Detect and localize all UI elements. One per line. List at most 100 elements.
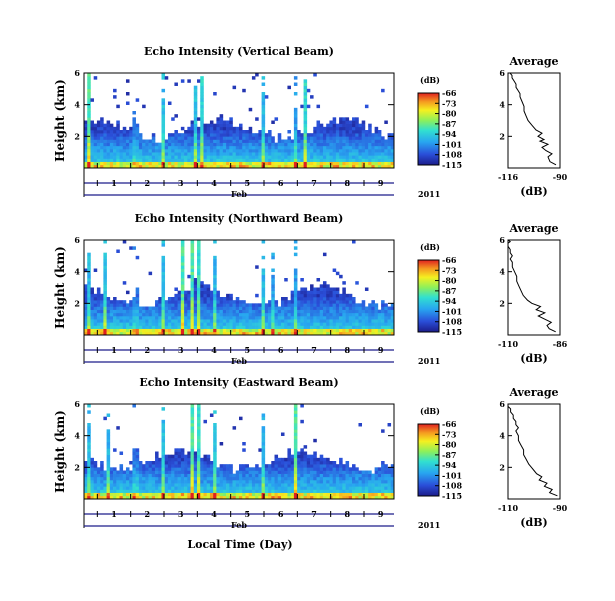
heatmap-cell [219, 306, 224, 310]
heatmap-cell [203, 316, 208, 320]
y-tick-label: 6 [74, 68, 80, 78]
heatmap-cell [132, 303, 136, 307]
heatmap-cell [293, 297, 298, 301]
heatmap-cell [193, 483, 198, 487]
heatmap-cell [277, 161, 282, 166]
heatmap-cell [371, 476, 375, 481]
heatmap-cell [229, 142, 233, 147]
heatmap-cell [364, 470, 369, 474]
heatmap-cell [261, 142, 266, 147]
heatmap-cell [184, 300, 188, 304]
heatmap-cell [284, 309, 288, 314]
heatmap-cell [371, 145, 375, 150]
heatmap-cell [326, 457, 330, 462]
heatmap-cell [261, 82, 266, 86]
heatmap-cell [313, 331, 317, 336]
heatmap-cell [213, 492, 217, 497]
heatmap-cell [261, 130, 266, 134]
heatmap-cell [226, 158, 230, 162]
heatmap-cell [122, 152, 127, 156]
heatmap-cell [322, 293, 327, 298]
heatmap-cell [93, 133, 98, 137]
heatmap-cell [251, 486, 256, 490]
heatmap-cell [235, 149, 240, 153]
heatmap-cell [197, 489, 201, 493]
heatmap-cell [232, 486, 237, 490]
heatmap-cell [93, 480, 98, 484]
heatmap-cell [248, 130, 253, 134]
heatmap-cell [300, 278, 304, 282]
heatmap-cell [251, 309, 256, 314]
heatmap-cell [232, 483, 237, 487]
heatmap-cell [271, 155, 275, 159]
heatmap-cell [290, 492, 295, 497]
heatmap-cell [200, 114, 204, 118]
heatmap-cell [264, 328, 269, 333]
heatmap-cell [251, 316, 256, 320]
colorbar [417, 259, 440, 333]
heatmap-cell [261, 457, 266, 462]
heatmap-cell [197, 410, 201, 414]
heatmap-cell [355, 319, 359, 323]
heatmap-cell [158, 316, 162, 320]
heatmap-cell [251, 312, 256, 317]
heatmap-cell [197, 300, 201, 304]
heatmap-cell [377, 328, 382, 333]
heatmap-cell [84, 300, 88, 304]
heatmap-cell [193, 278, 198, 282]
heatmap-cell [381, 161, 385, 166]
heatmap-cell [368, 133, 372, 137]
heatmap-cell [293, 107, 298, 112]
heatmap-cell [213, 438, 217, 443]
heatmap-cell [155, 316, 159, 320]
heatmap-cell [200, 158, 204, 162]
heatmap-cell [335, 152, 340, 156]
heatmap-cell [213, 158, 217, 162]
heatmap-cell [374, 489, 379, 493]
heatmap-cell [342, 297, 346, 301]
heatmap-cell [96, 480, 101, 484]
heatmap-cell [348, 489, 353, 493]
heatmap-cell [364, 328, 369, 333]
heatmap-cell [135, 290, 140, 295]
heatmap-cell [161, 268, 166, 272]
heatmap-cell [332, 142, 337, 147]
heatmap-cell [151, 164, 156, 169]
heatmap-cell [332, 120, 337, 124]
heatmap-cell [219, 470, 224, 474]
heatmap-cell [261, 293, 266, 298]
heatmap-cell [335, 123, 340, 128]
heatmap-cell [167, 145, 172, 150]
heatmap-cell [155, 164, 159, 169]
heatmap-cell [293, 448, 298, 452]
heatmap-cell [161, 473, 166, 478]
heatmap-cell [87, 432, 91, 436]
panel-title: Echo Intensity (Northward Beam) [135, 212, 344, 225]
heatmap-cell [200, 82, 204, 86]
heatmap-cell [125, 145, 130, 150]
heatmap-cell [271, 161, 275, 166]
heatmap-cell [84, 303, 88, 307]
heatmap-cell [209, 293, 214, 298]
heatmap-cell [142, 152, 146, 156]
heatmap-cell [271, 489, 275, 493]
heatmap-cell [200, 306, 204, 310]
heatmap-cell [326, 142, 330, 147]
heatmap-cell [326, 303, 330, 307]
heatmap-cell [342, 149, 346, 153]
heatmap-cell [109, 322, 114, 326]
heatmap-cell [290, 303, 295, 307]
heatmap-cell [145, 486, 149, 490]
heatmap-cell [361, 130, 366, 134]
heatmap-cell [106, 442, 111, 446]
heatmap-cell [287, 467, 291, 471]
heatmap-cell [306, 325, 311, 329]
heatmap-cell [116, 104, 120, 109]
heatmap-cell [239, 467, 243, 471]
heatmap-cell [142, 470, 146, 474]
heatmap-cell [287, 492, 291, 497]
heatmap-cell [251, 325, 256, 329]
heatmap-cell [277, 473, 282, 478]
heatmap-cell [261, 476, 266, 481]
heatmap-cell [200, 85, 204, 90]
